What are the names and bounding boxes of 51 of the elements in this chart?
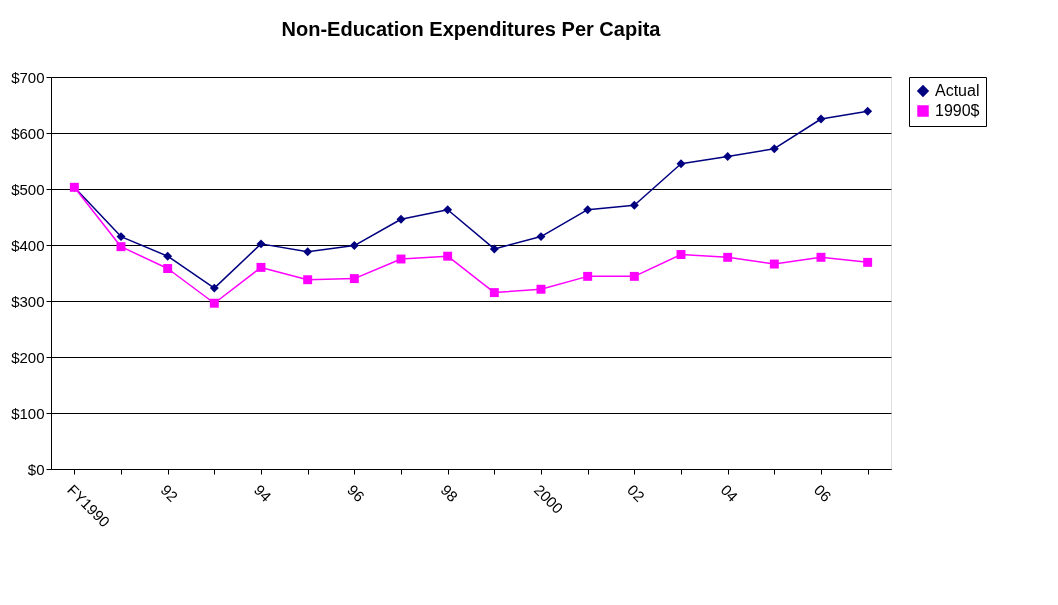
point xyxy=(863,257,873,267)
point xyxy=(256,239,266,249)
point xyxy=(209,298,219,308)
y-tick-label: $100 xyxy=(11,404,45,422)
x-tick-label: 96 xyxy=(344,481,369,505)
y-tick-label: $200 xyxy=(11,348,45,366)
point xyxy=(536,232,546,242)
point xyxy=(489,288,499,298)
point xyxy=(209,283,219,293)
y-tick-label: $600 xyxy=(11,124,45,142)
x-tick-label: 98 xyxy=(437,481,462,505)
y-tick-label: $400 xyxy=(11,236,45,254)
y-tick-label: $300 xyxy=(11,292,45,310)
point xyxy=(163,264,173,273)
point xyxy=(629,271,639,281)
y-tick-label: $0 xyxy=(27,460,45,478)
point xyxy=(489,244,499,254)
y-tick-label: $700 xyxy=(11,68,45,86)
point xyxy=(583,271,593,281)
point xyxy=(116,242,126,252)
point xyxy=(816,114,826,124)
x-tick-label: 04 xyxy=(717,481,742,505)
point xyxy=(349,274,359,284)
x-tick-label: 06 xyxy=(810,481,835,505)
x-tick-label: 92 xyxy=(157,481,182,505)
legend-label: 1990$ xyxy=(935,102,980,119)
point xyxy=(676,250,686,259)
point xyxy=(769,144,779,154)
point xyxy=(629,200,639,210)
point xyxy=(583,205,593,215)
point xyxy=(396,214,406,224)
y-tick-label: $500 xyxy=(11,180,45,198)
point xyxy=(349,241,359,251)
x-tick-label: 94 xyxy=(250,481,275,505)
legend-label: Actual xyxy=(935,82,980,99)
point xyxy=(443,251,453,261)
point xyxy=(816,252,826,262)
point xyxy=(163,251,173,261)
chart-title: Non-Education Expenditures Per Capita xyxy=(281,18,662,40)
point xyxy=(256,262,266,272)
point xyxy=(723,252,733,262)
point xyxy=(723,152,733,161)
point xyxy=(303,275,313,285)
point xyxy=(863,106,873,116)
point xyxy=(116,232,126,242)
point xyxy=(303,247,313,257)
point xyxy=(536,284,546,294)
point xyxy=(676,159,686,169)
point xyxy=(443,205,453,215)
point xyxy=(769,259,779,269)
x-tick-label: 02 xyxy=(624,481,649,505)
